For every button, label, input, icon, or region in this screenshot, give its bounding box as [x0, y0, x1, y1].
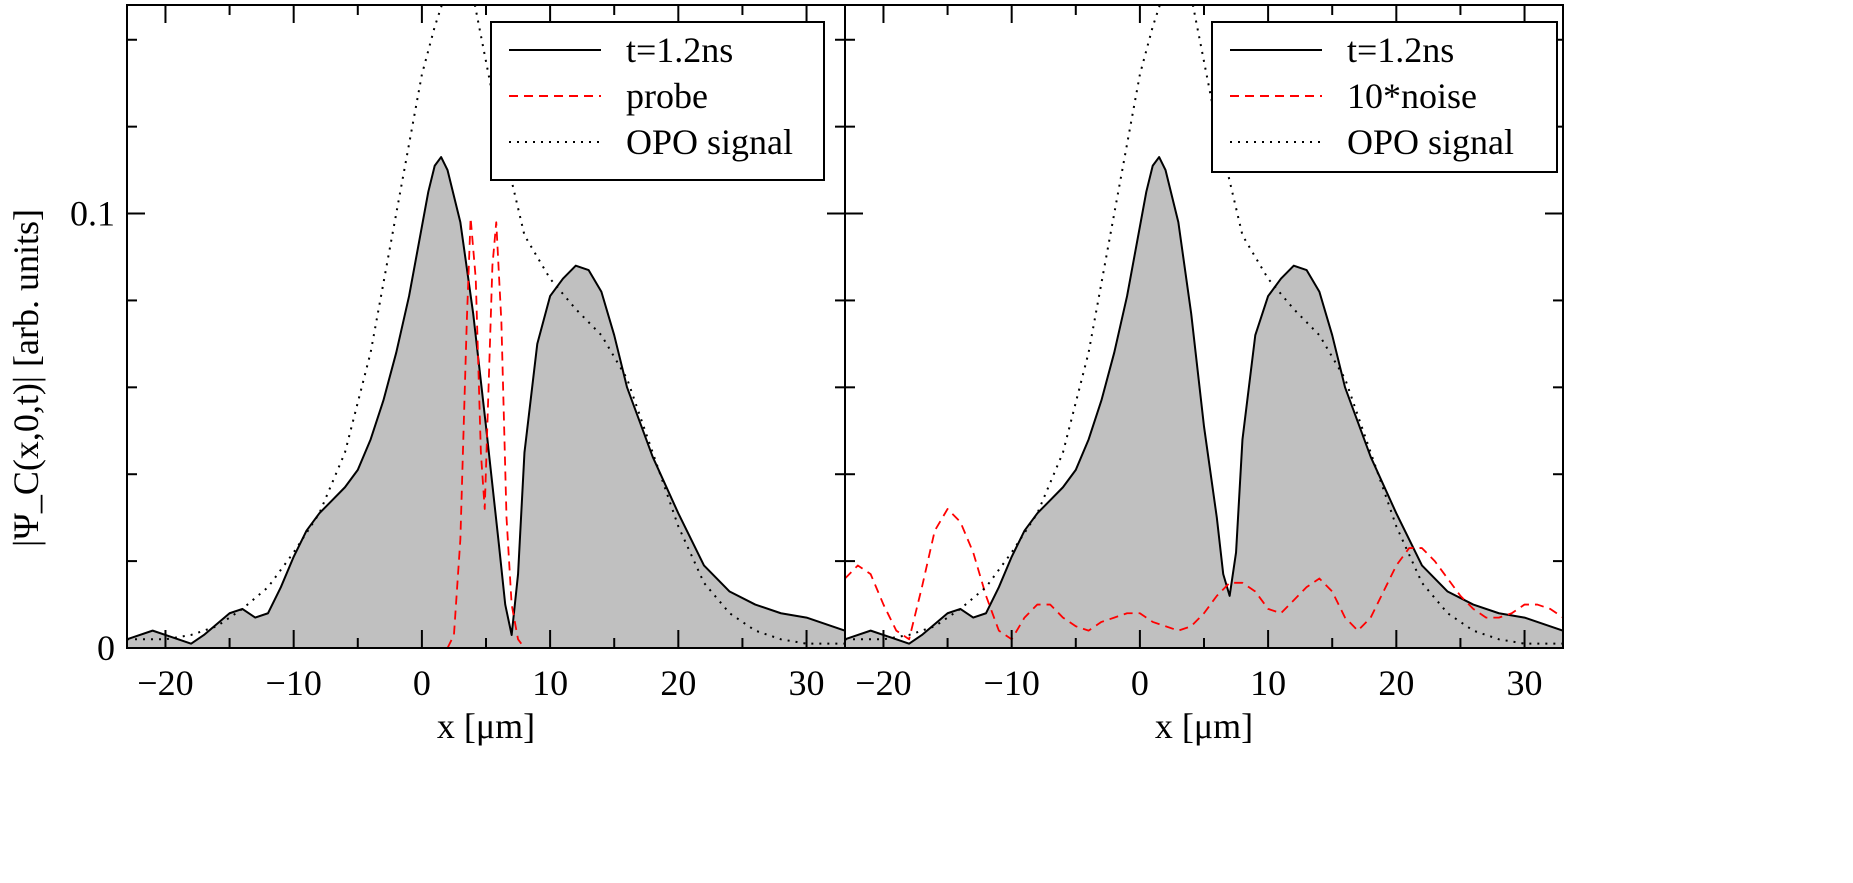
plot-area [127, 5, 845, 648]
x-axis-title: x [μm] [437, 706, 535, 746]
series-fill-area [845, 157, 1563, 648]
y-tick-label: 0 [97, 628, 115, 668]
x-axis-title: x [μm] [1155, 706, 1253, 746]
legend: t=1.2ns 10*noise OPO signal [1211, 21, 1558, 173]
x-tick-label: 20 [1378, 663, 1414, 703]
x-tick-label: 30 [1507, 663, 1543, 703]
legend-label: t=1.2ns [1347, 30, 1454, 70]
right-panel: −20 −10 0 10 20 30 x [μm] t=1.2ns 10*noise OPO si… [844, 4, 1564, 746]
legend-label: t=1.2ns [626, 30, 733, 70]
legend-box [490, 21, 825, 181]
left-panel: −20 −10 0 10 20 30 0 0.1 x [μm] t=1.2ns probe OPO s… [70, 4, 846, 746]
x-tick-label: −10 [266, 663, 322, 703]
x-tick-label: 0 [413, 663, 431, 703]
series-line-dashed [446, 216, 526, 648]
series-line-solid [127, 156, 845, 645]
x-tick-label: −20 [137, 663, 193, 703]
x-tick-label: −20 [855, 663, 911, 703]
legend-box [1211, 21, 1558, 173]
legend-label: 10*noise [1347, 76, 1477, 116]
series-fill-area [127, 157, 845, 648]
legend-label: probe [626, 76, 708, 116]
series-line-solid [845, 156, 1563, 645]
x-tick-label: 0 [1131, 663, 1149, 703]
legend-label: OPO signal [1347, 122, 1514, 162]
x-tick-label: 20 [660, 663, 696, 703]
x-tick-label: 30 [789, 663, 825, 703]
legend-label: OPO signal [626, 122, 793, 162]
y-tick-label: 0.1 [70, 194, 115, 234]
y-axis-title: |Ψ_C(x,0,t)| [arb. units] [6, 209, 46, 547]
legend: t=1.2ns probe OPO signal [490, 21, 825, 181]
x-tick-label: −10 [984, 663, 1040, 703]
x-tick-label: 10 [532, 663, 568, 703]
x-tick-label: 10 [1250, 663, 1286, 703]
plot-area [845, 5, 1563, 648]
series-line-dashed [845, 508, 1563, 641]
